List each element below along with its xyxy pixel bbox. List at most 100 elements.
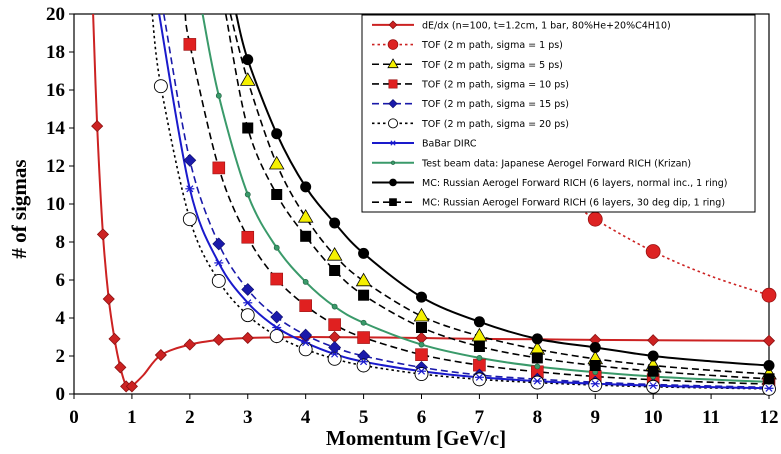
data-point: [530, 375, 545, 390]
data-point: [154, 348, 167, 362]
data-point: [300, 181, 312, 193]
data-point: [241, 230, 255, 244]
data-point: [183, 338, 196, 351]
x-tick-label: 10: [644, 407, 663, 428]
x-tick-label: 8: [533, 407, 543, 428]
data-point: [474, 373, 484, 381]
data-point: [534, 363, 541, 370]
y-tick-label: 8: [56, 232, 66, 253]
data-point: [588, 378, 603, 393]
data-point: [298, 342, 313, 357]
data-point: [269, 329, 284, 343]
x-tick-label: 3: [243, 407, 253, 428]
data-point: [241, 283, 255, 296]
data-point: [414, 367, 429, 381]
legend-entry: TOF (2 m path, sigma = 10 ps): [421, 79, 569, 90]
data-point: [648, 382, 658, 390]
legend-entry: MC: Russian Aerogel Forward RICH (6 laye…: [422, 198, 725, 209]
x-tick-label: 11: [702, 407, 720, 428]
data-point: [589, 341, 601, 353]
data-point: [183, 38, 197, 51]
data-point: [531, 333, 543, 345]
y-tick-label: 0: [56, 384, 66, 405]
data-point: [389, 178, 397, 187]
data-point: [211, 274, 226, 288]
legend-entry: TOF (2 m path, sigma = 5 ps): [421, 60, 563, 71]
data-point: [387, 58, 399, 69]
data-point: [270, 310, 284, 324]
x-tick-label: 4: [301, 407, 311, 428]
legend-entry: dE/dx (n=100, t=1.2cm, 1 bar, 80%He+20%C…: [422, 20, 671, 31]
data-point: [418, 341, 425, 348]
data-point: [297, 208, 314, 223]
data-point: [358, 289, 370, 301]
series-line: [162, 14, 769, 389]
x-tick-label: 6: [417, 407, 427, 428]
data-point: [91, 120, 104, 133]
data-point: [241, 331, 254, 345]
data-point: [645, 244, 661, 259]
y-tick-label: 4: [56, 308, 66, 329]
data-point: [242, 122, 254, 134]
data-point: [647, 334, 660, 347]
data-point: [762, 334, 776, 347]
data-point: [242, 54, 254, 66]
legend-entry: BaBar DIRC: [422, 139, 477, 150]
data-point: [244, 191, 251, 198]
data-point: [102, 292, 115, 306]
y-tick-label: 14: [46, 118, 66, 139]
data-point: [358, 247, 370, 259]
data-point: [647, 350, 659, 362]
data-point: [360, 319, 367, 326]
data-point: [763, 360, 775, 371]
data-point: [473, 316, 485, 328]
series-markers: [91, 38, 777, 396]
data-point: [212, 161, 226, 175]
data-point: [301, 339, 311, 347]
data-point: [590, 380, 600, 388]
legend-entry: Test beam data: Japanese Aerogel Forward…: [421, 158, 691, 169]
x-axis-title: Momentum [GeV/c]: [326, 426, 506, 450]
data-point: [326, 246, 343, 261]
data-point: [389, 198, 397, 206]
data-point: [330, 350, 340, 358]
data-point: [647, 365, 659, 377]
data-point: [355, 272, 372, 287]
data-point: [108, 332, 121, 345]
y-tick-label: 12: [46, 156, 65, 177]
x-tick-label: 9: [591, 407, 601, 428]
data-point: [473, 341, 485, 352]
data-point: [417, 367, 426, 375]
legend-box: [361, 14, 756, 213]
data-point: [329, 217, 341, 229]
x-tick-label: 1: [127, 407, 137, 428]
series-line: [224, 14, 769, 380]
legend-entry: TOF (2 m path, sigma = 15 ps): [421, 99, 569, 110]
data-point: [589, 360, 601, 371]
data-point: [329, 265, 341, 276]
data-point: [271, 189, 283, 200]
data-point: [390, 160, 396, 165]
data-point: [268, 155, 285, 170]
data-point: [214, 259, 224, 267]
legend-entry: TOF (2 m path, sigma = 20 ps): [421, 119, 569, 130]
data-point: [764, 384, 774, 392]
x-tick-label: 5: [359, 407, 369, 428]
data-point: [416, 322, 427, 333]
data-point: [215, 92, 222, 99]
data-point: [328, 318, 341, 331]
data-point: [273, 244, 280, 251]
data-point: [243, 299, 253, 307]
y-tick-label: 10: [46, 194, 65, 215]
data-point: [185, 185, 195, 193]
data-point: [388, 79, 398, 89]
data-point: [389, 140, 397, 146]
data-point: [300, 230, 312, 242]
data-point: [299, 299, 312, 312]
data-point: [472, 372, 487, 387]
data-point: [96, 228, 110, 241]
data-point: [272, 323, 282, 332]
data-point: [153, 79, 168, 94]
data-point: [182, 212, 197, 227]
